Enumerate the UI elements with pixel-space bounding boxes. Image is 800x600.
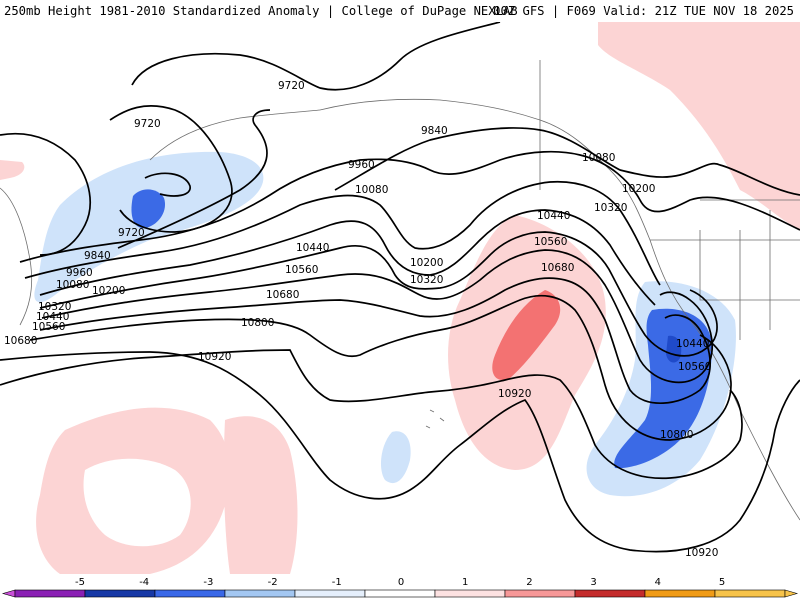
colorbar-tick-label: 2 [526, 577, 532, 588]
colorbar-tick-label: 5 [719, 577, 725, 588]
product-title: 250mb Height 1981-2010 Standardized Anom… [4, 4, 518, 18]
colorbar-segment [504, 589, 576, 598]
contour-label-10440-d: 10440 [36, 311, 69, 323]
negative-anomaly-small-central [380, 431, 411, 484]
positive-anomaly-siberia [0, 160, 25, 180]
contour-label-10200-c: 10200 [92, 285, 125, 297]
colorbar-tick-label: -2 [268, 577, 278, 588]
contour-10560 [39, 277, 711, 404]
contour-label-10680-b: 10680 [541, 262, 574, 274]
anomaly-fills [0, 22, 800, 574]
contour-10440 [41, 249, 714, 384]
title-bar: 250mb Height 1981-2010 Standardized Anom… [0, 0, 800, 22]
colorbar-right-arrow [784, 589, 799, 598]
colorbar-segments [1, 589, 799, 598]
height-anomaly-map: 9720 9720 9720 9840 9840 9960 9960 10080… [0, 22, 800, 574]
negative-anomaly-pacific-west [34, 151, 264, 303]
colorbar-tick-label: -4 [139, 577, 149, 588]
positive-anomaly-north-america [598, 22, 800, 230]
contour-label-10560-b: 10560 [534, 236, 567, 248]
contour-label-10560-c: 10560 [678, 361, 711, 373]
colorbar-segment [154, 589, 226, 598]
contour-9720-low [144, 172, 191, 197]
contour-label-10080-b: 10080 [582, 152, 615, 164]
colorbar-segment [224, 589, 296, 598]
contour-label-10440-b: 10440 [537, 210, 570, 222]
colorbar-tick-labels: -5 -4 -3 -2 -1 0 1 2 3 4 5 [75, 577, 725, 588]
colorbar-segment [14, 589, 86, 598]
contour-label-10440-a: 10440 [296, 242, 329, 254]
contour-label-9840-b: 9840 [84, 250, 111, 262]
contour-10680 [29, 294, 732, 441]
contour-label-10920-b: 10920 [498, 388, 531, 400]
contour-label-9720-c: 9720 [118, 227, 145, 239]
contour-label-10560-d: 10560 [32, 321, 65, 333]
colorbar-segment [294, 589, 366, 598]
contour-10080 [24, 180, 661, 286]
positive-anomaly-south-strip [223, 416, 298, 574]
contour-10920 [0, 351, 800, 553]
positive-anomaly-ridge-core [492, 290, 561, 380]
contour-10320 [39, 231, 718, 357]
contour-label-10920-c: 10920 [685, 547, 718, 559]
colorbar-segment [364, 589, 436, 598]
negative-anomaly-core-west [131, 189, 166, 229]
contour-label-10200-b: 10200 [622, 183, 655, 195]
colorbar-tick-label: -1 [332, 577, 342, 588]
contour-label-10080-c: 10080 [56, 279, 89, 291]
colorbar-segment [574, 589, 646, 598]
colorbar-tick-label: 3 [590, 577, 596, 588]
contour-label-10320-c: 10320 [38, 301, 71, 313]
model-run-valid-time: 00Z GFS | F069 Valid: 21Z TUE NOV 18 202… [493, 4, 794, 18]
colorbar-segment [434, 589, 506, 598]
contour-label-10800-b: 10800 [660, 429, 693, 441]
contour-label-layer: 9720 9720 9720 9840 9840 9960 9960 10080… [4, 80, 718, 559]
contour-label-10680-c: 10680 [4, 335, 37, 347]
colorbar-tick-label: -5 [75, 577, 85, 588]
contour-label-9720-b: 9720 [134, 118, 161, 130]
positive-anomaly-south-west-hole [83, 458, 191, 547]
colorbar-tick-label: 0 [398, 577, 404, 588]
colorbar-tick-label: -3 [203, 577, 213, 588]
contour-label-10680-a: 10680 [266, 289, 299, 301]
contour-label-9960-a: 9960 [348, 159, 375, 171]
contour-label-10800-a: 10800 [241, 317, 274, 329]
colorbar-segment [644, 589, 716, 598]
contour-label-10200-a: 10200 [410, 257, 443, 269]
colorbar-segment [714, 589, 786, 598]
colorbar-tick-label: 1 [462, 577, 468, 588]
contour-9960 [19, 150, 800, 263]
contour-label-9960-b: 9960 [66, 267, 93, 279]
contour-label-9720-a: 9720 [278, 80, 305, 92]
contour-label-10080-a: 10080 [355, 184, 388, 196]
contour-label-10320-b: 10320 [594, 202, 627, 214]
contour-9840 [0, 109, 800, 256]
contour-label-9840-a: 9840 [421, 125, 448, 137]
negative-anomaly-trough-core [614, 308, 712, 469]
contour-label-10440-c: 10440 [676, 338, 709, 350]
contour-label-10920-a: 10920 [198, 351, 231, 363]
height-contours [0, 22, 800, 553]
colorbar-segment [84, 589, 156, 598]
contour-10200 [39, 209, 656, 306]
anomaly-colorbar: -5 -4 -3 -2 -1 0 1 2 3 4 5 [0, 574, 800, 600]
contour-label-10560-a: 10560 [285, 264, 318, 276]
contour-label-10320-a: 10320 [410, 274, 443, 286]
contour-10800 [0, 349, 743, 480]
colorbar-tick-label: 4 [655, 577, 661, 588]
